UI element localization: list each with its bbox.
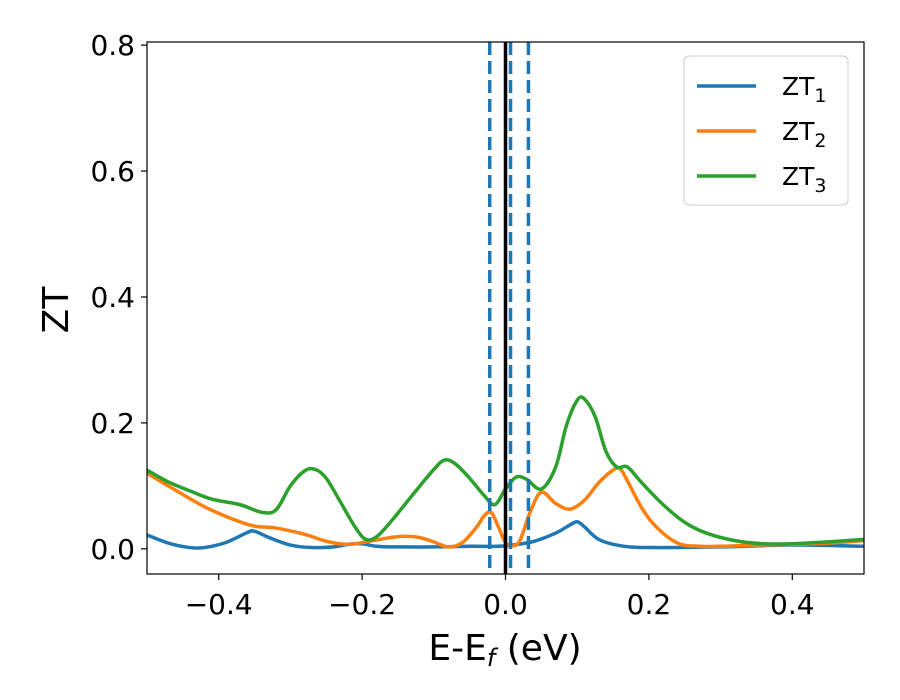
x-axis-label: E-Ef (eV) [428,628,581,672]
y-tick-label: 0.0 [90,533,135,566]
x-tick-label: 0.4 [770,588,815,621]
y-axis-label: ZT [36,286,77,334]
y-tick-label: 0.4 [90,281,135,314]
y-axis: 0.0 0.2 0.4 0.6 0.8 [90,29,147,566]
x-axis: −0.4 −0.2 0.0 0.2 0.4 [185,574,815,621]
series-line-zt1 [147,519,864,550]
x-tick-label: −0.2 [328,588,396,621]
reference-lines [487,42,531,574]
x-tick-label: −0.4 [185,588,253,621]
legend-box [683,55,849,206]
legend: ZT1 ZT2 ZT3 [683,55,849,206]
x-tick-label: 0.0 [483,588,528,621]
legend-label-zt2: ZT2 [782,117,827,152]
x-tick-label: 0.2 [627,588,672,621]
legend-label-zt1: ZT1 [782,72,827,107]
legend-label-zt3: ZT3 [782,162,827,197]
y-tick-label: 0.8 [90,29,135,62]
plot-area [147,42,864,574]
y-tick-label: 0.2 [90,407,135,440]
y-tick-label: 0.6 [90,155,135,188]
